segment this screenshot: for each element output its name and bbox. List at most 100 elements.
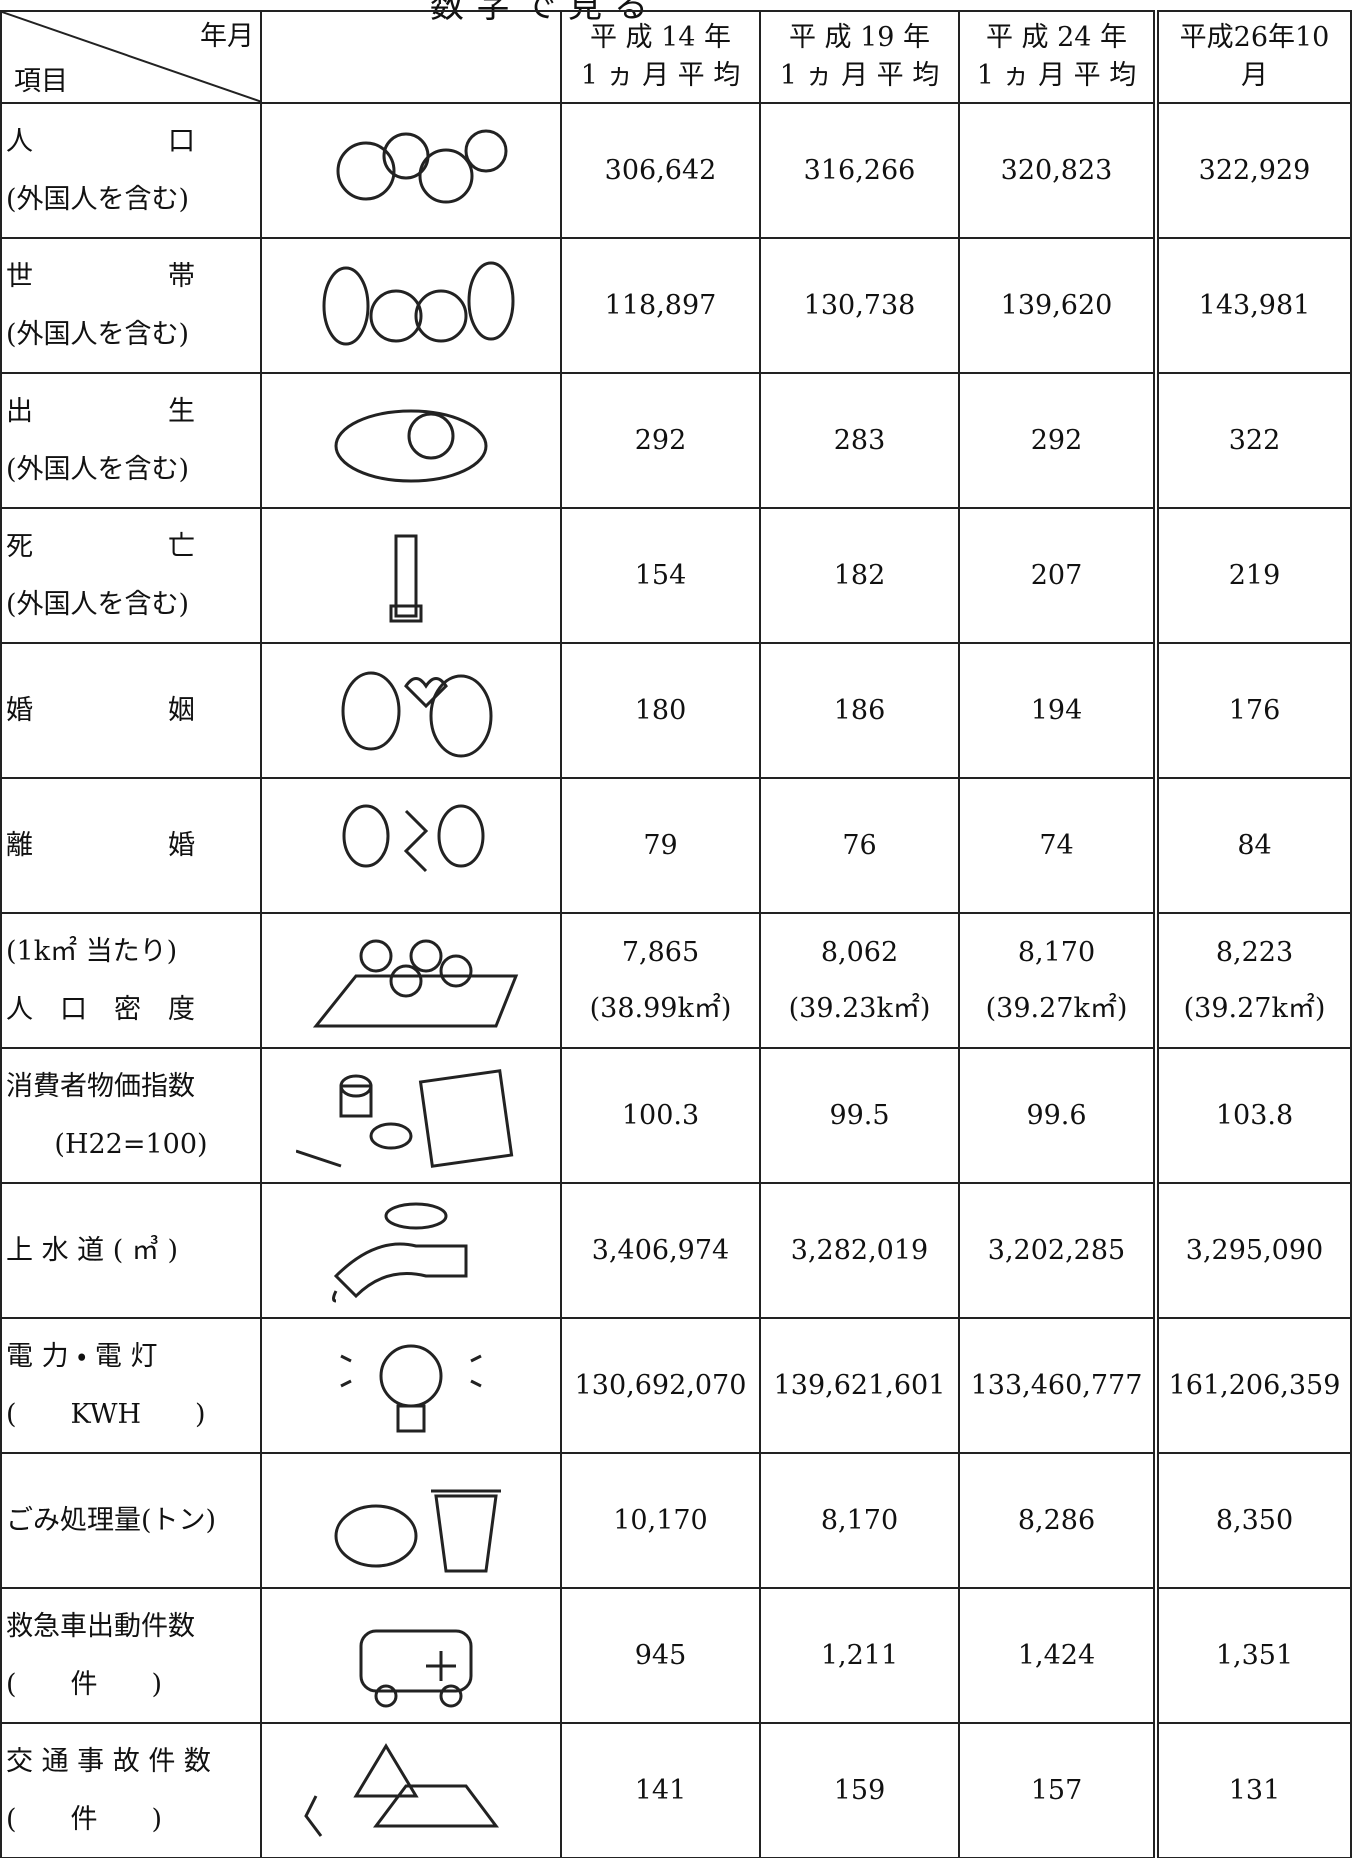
data-row: 離 婚 79767484 bbox=[1, 778, 1351, 913]
row-label: 消費者物価指数(H22=100) bbox=[1, 1048, 261, 1183]
value-text: 219 bbox=[1159, 548, 1350, 604]
corner-cell: 年月項目 bbox=[1, 11, 261, 103]
value-text: 161,206,359 bbox=[1159, 1358, 1350, 1414]
value-text: 8,223 bbox=[1159, 925, 1350, 981]
value-cell: 118,897 bbox=[561, 238, 760, 373]
value-text: 180 bbox=[562, 683, 759, 739]
row-label: 婚 姻 bbox=[1, 643, 261, 778]
value-text: 159 bbox=[761, 1763, 958, 1819]
value-cell: 1,424 bbox=[959, 1588, 1156, 1723]
value-cell: 3,295,090 bbox=[1156, 1183, 1351, 1318]
row-label: 電 力 ・ 電 灯( KWH ) bbox=[1, 1318, 261, 1453]
value-cell: 141 bbox=[561, 1723, 760, 1858]
value-cell: 130,738 bbox=[760, 238, 959, 373]
value-text: 84 bbox=[1159, 818, 1350, 874]
value-cell: 133,460,777 bbox=[959, 1318, 1156, 1453]
value-cell: 176 bbox=[1156, 643, 1351, 778]
value-cell: 3,406,974 bbox=[561, 1183, 760, 1318]
value-text: 292 bbox=[562, 413, 759, 469]
illustration bbox=[296, 1331, 526, 1441]
data-row: 死 亡(外国人を含む)154182207219 bbox=[1, 508, 1351, 643]
value-text: 3,295,090 bbox=[1159, 1223, 1350, 1279]
value-text: (38.99k㎡) bbox=[562, 981, 759, 1037]
column-header-line: 平 成 19 年 bbox=[761, 19, 958, 57]
data-row: (1k㎡ 当たり)人 口 密 度7,865(38.99k㎡)8,062(39.2… bbox=[1, 913, 1351, 1048]
illustration bbox=[296, 926, 526, 1036]
illustration bbox=[296, 116, 526, 226]
value-text: 1,211 bbox=[761, 1628, 958, 1684]
value-text: 100.3 bbox=[562, 1088, 759, 1144]
picture-cell bbox=[261, 373, 561, 508]
value-cell: 292 bbox=[561, 373, 760, 508]
row-label-line: (外国人を含む) bbox=[6, 306, 256, 364]
row-label-line: 救急車出動件数 bbox=[6, 1598, 256, 1656]
illustration bbox=[296, 656, 526, 766]
value-text: (39.27k㎡) bbox=[960, 981, 1153, 1037]
value-text: 10,170 bbox=[562, 1493, 759, 1549]
illustration bbox=[296, 1196, 526, 1306]
row-label: 救急車出動件数( 件 ) bbox=[1, 1588, 261, 1723]
column-header-line: 平 成 24 年 bbox=[960, 19, 1153, 57]
row-label: 世 帯(外国人を含む) bbox=[1, 238, 261, 373]
row-label: 交 通 事 故 件 数( 件 ) bbox=[1, 1723, 261, 1858]
value-cell: 186 bbox=[760, 643, 959, 778]
value-text: 74 bbox=[960, 818, 1153, 874]
value-text: 322,929 bbox=[1159, 143, 1350, 199]
value-text: 1,351 bbox=[1159, 1628, 1350, 1684]
corner-top: 年月 bbox=[200, 14, 254, 53]
value-text: 79 bbox=[562, 818, 759, 874]
column-header-line: 1 ヵ 月 平 均 bbox=[562, 57, 759, 95]
value-cell: 182 bbox=[760, 508, 959, 643]
corner: 年月項目 bbox=[2, 12, 260, 102]
row-label-line: 上 水 道 ( ㎥ ) bbox=[6, 1222, 256, 1280]
value-text: 8,286 bbox=[960, 1493, 1153, 1549]
picture-cell bbox=[261, 103, 561, 238]
value-cell: 8,062(39.23k㎡) bbox=[760, 913, 959, 1048]
row-label: 人 口(外国人を含む) bbox=[1, 103, 261, 238]
value-cell: 292 bbox=[959, 373, 1156, 508]
value-text: 8,170 bbox=[761, 1493, 958, 1549]
picture-cell bbox=[261, 508, 561, 643]
row-label-line: (外国人を含む) bbox=[6, 171, 256, 229]
illustration bbox=[296, 1466, 526, 1576]
value-text: 320,823 bbox=[960, 143, 1153, 199]
row-label-line: ( 件 ) bbox=[6, 1791, 256, 1849]
row-label-line: ごみ処理量(トン) bbox=[6, 1492, 256, 1550]
row-label-line: 消費者物価指数 bbox=[6, 1058, 256, 1116]
illustration bbox=[296, 1601, 526, 1711]
value-cell: 143,981 bbox=[1156, 238, 1351, 373]
value-text: 8,062 bbox=[761, 925, 958, 981]
value-text: 130,738 bbox=[761, 278, 958, 334]
row-label: 上 水 道 ( ㎥ ) bbox=[1, 1183, 261, 1318]
row-label-line: 電 力 ・ 電 灯 bbox=[6, 1328, 256, 1386]
value-text: 154 bbox=[562, 548, 759, 604]
value-cell: 322 bbox=[1156, 373, 1351, 508]
value-cell: 131 bbox=[1156, 1723, 1351, 1858]
value-cell: 161,206,359 bbox=[1156, 1318, 1351, 1453]
value-text: 292 bbox=[960, 413, 1153, 469]
value-text: 316,266 bbox=[761, 143, 958, 199]
picture-cell bbox=[261, 643, 561, 778]
value-cell: 99.5 bbox=[760, 1048, 959, 1183]
row-label: ごみ処理量(トン) bbox=[1, 1453, 261, 1588]
value-text: 99.5 bbox=[761, 1088, 958, 1144]
value-text: 141 bbox=[562, 1763, 759, 1819]
value-cell: 74 bbox=[959, 778, 1156, 913]
value-cell: 157 bbox=[959, 1723, 1156, 1858]
value-cell: 306,642 bbox=[561, 103, 760, 238]
value-text: (39.27k㎡) bbox=[1159, 981, 1350, 1037]
picture-cell bbox=[261, 238, 561, 373]
value-cell: 76 bbox=[760, 778, 959, 913]
value-cell: 154 bbox=[561, 508, 760, 643]
row-label-line: 離 婚 bbox=[6, 817, 256, 875]
row-label-line: 婚 姻 bbox=[6, 682, 256, 740]
illustration bbox=[296, 521, 526, 631]
illustration bbox=[296, 1736, 526, 1846]
